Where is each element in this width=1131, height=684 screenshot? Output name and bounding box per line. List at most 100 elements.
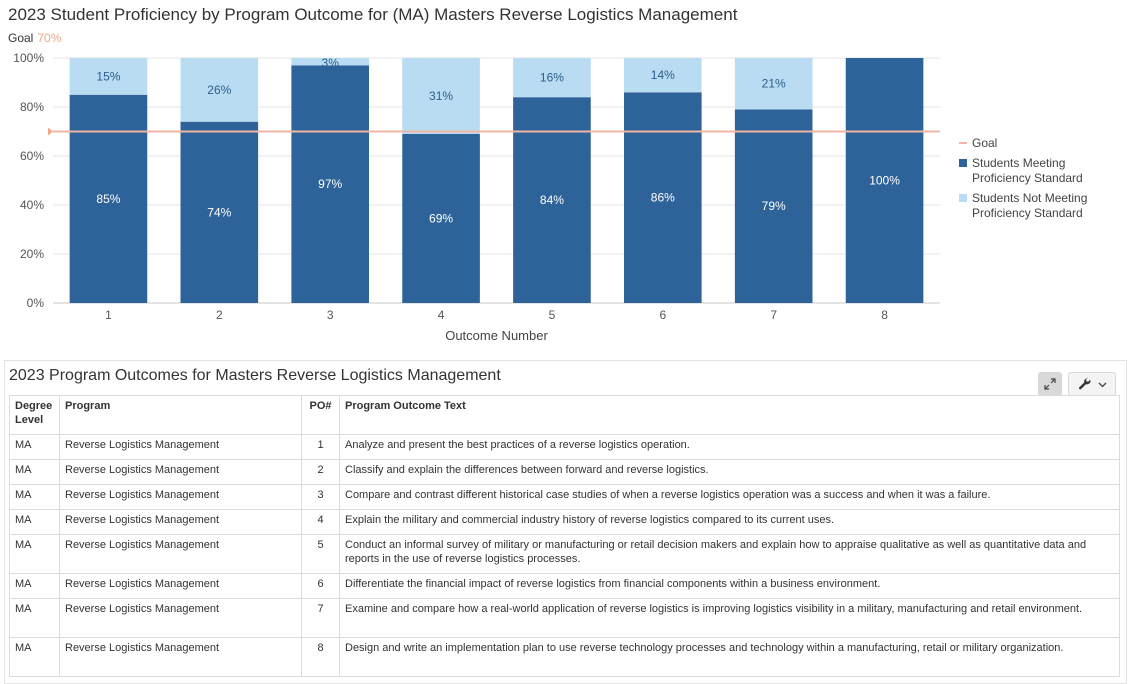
cell-program: Reverse Logistics Management [59,534,302,574]
x-axis-title: Outcome Number [445,328,548,343]
data-label-not-meeting: 16% [540,71,564,85]
data-label-not-meeting: 15% [96,69,120,83]
cell-degree-level: MA [9,509,60,535]
table-row: MA Reverse Logistics Management 5 Conduc… [9,534,1120,574]
data-label-meeting: 85% [96,192,120,206]
bar-meeting [734,109,813,303]
expand-icon [1044,378,1056,390]
wrench-icon [1078,377,1090,390]
program-outcomes-table: Degree Level Program PO# Program Outcome… [9,395,1120,677]
table-row: MA Reverse Logistics Management 8 Design… [9,637,1120,677]
x-tick-label: 5 [549,308,556,322]
stacked-bar-chart: 0% 20% 40% 60% 80% 100% 85% 15% 1 74% 26% 2 97% 3% 3 69… [13,51,1087,343]
legend-goal-label: Goal [972,136,997,150]
cell-degree-level: MA [9,459,60,485]
x-tick-label: 6 [659,308,666,322]
table-row: MA Reverse Logistics Management 6 Differ… [9,573,1120,599]
bar-meeting [402,133,480,303]
bar-not-meeting [402,58,480,134]
table-row: MA Reverse Logistics Management 3 Compar… [9,484,1120,510]
x-tick-label: 4 [438,308,445,322]
cell-program: Reverse Logistics Management [59,598,302,638]
data-label-not-meeting: 21% [762,77,786,91]
y-tick-label: 100% [13,51,44,65]
cell-degree-level: MA [9,637,60,677]
y-tick-label: 20% [20,247,44,261]
header-po-number: PO# [301,395,340,435]
table-row: MA Reverse Logistics Management 4 Explai… [9,509,1120,535]
cell-program: Reverse Logistics Management [59,637,302,677]
bar-not-meeting [180,58,259,122]
legend-not-meeting-label: Students Not Meeting Proficiency Standard [972,191,1087,220]
cell-outcome-text: Differentiate the financial impact of re… [339,573,1120,599]
data-label-meeting: 100% [869,174,900,188]
y-tick-label: 40% [20,198,44,212]
cell-outcome-text: Design and write an implementation plan … [339,637,1120,677]
cell-outcome-text: Classify and explain the differences bet… [339,459,1120,485]
data-label-not-meeting: 14% [651,68,675,82]
cell-program: Reverse Logistics Management [59,509,302,535]
settings-menu-button[interactable] [1068,372,1116,396]
cell-outcome-text: Examine and compare how a real-world app… [339,598,1120,638]
cell-program: Reverse Logistics Management [59,459,302,485]
panel-toolbar [1038,372,1116,396]
x-tick-label: 3 [327,308,334,322]
x-tick-label: 2 [216,308,223,322]
x-tick-label: 8 [881,308,888,322]
data-label-not-meeting: 3% [322,56,340,70]
header-degree-level: Degree Level [9,395,60,435]
goal-marker [48,127,53,136]
cell-po-number: 7 [301,598,340,638]
goal-value: 70% [37,31,62,45]
cell-outcome-text: Analyze and present the best practices o… [339,434,1120,460]
goal-label: Goal 70% [8,31,61,45]
data-label-meeting: 69% [429,211,453,225]
data-label-meeting: 84% [540,193,564,207]
chart-title: 2023 Student Proficiency by Program Outc… [8,5,738,24]
cell-program: Reverse Logistics Management [59,434,302,460]
data-label-not-meeting: 31% [429,89,453,103]
program-outcomes-panel: 2023 Program Outcomes for Masters Revers… [4,360,1127,684]
bar-meeting [180,121,259,303]
y-tick-label: 0% [27,296,45,310]
bar-meeting [69,94,148,303]
bar-meeting [624,92,702,303]
cell-outcome-text: Conduct an informal survey of military o… [339,534,1120,574]
data-label-meeting: 86% [651,191,675,205]
cell-degree-level: MA [9,534,60,574]
data-label-meeting: 79% [762,199,786,213]
cell-po-number: 2 [301,459,340,485]
cell-degree-level: MA [9,484,60,510]
cell-outcome-text: Compare and contrast different historica… [339,484,1120,510]
cell-degree-level: MA [9,598,60,638]
bar-not-meeting [624,58,702,93]
data-label-not-meeting: 26% [207,83,231,97]
legend-meeting-label: Students Meeting Proficiency Standard [972,156,1083,185]
cell-program: Reverse Logistics Management [59,573,302,599]
header-outcome-text: Program Outcome Text [339,395,1120,435]
x-tick-label: 1 [105,308,112,322]
bar-meeting [291,65,369,303]
bar-not-meeting [513,58,591,98]
cell-degree-level: MA [9,573,60,599]
table-header-row: Degree Level Program PO# Program Outcome… [9,395,1120,435]
cell-degree-level: MA [9,434,60,460]
cell-po-number: 6 [301,573,340,599]
data-label-meeting: 74% [207,205,231,219]
table-row: MA Reverse Logistics Management 2 Classi… [9,459,1120,485]
cell-po-number: 4 [301,509,340,535]
cell-po-number: 5 [301,534,340,574]
legend-meeting-swatch [959,159,967,167]
cell-program: Reverse Logistics Management [59,484,302,510]
bar-not-meeting [291,58,369,66]
table-row: MA Reverse Logistics Management 7 Examin… [9,598,1120,638]
bar-meeting [845,58,924,303]
expand-button[interactable] [1038,372,1062,396]
chevron-down-icon [1098,382,1106,387]
cell-outcome-text: Explain the military and commercial indu… [339,509,1120,535]
goal-label-text: Goal [8,31,34,45]
data-label-meeting: 97% [318,177,342,191]
panel-title: 2023 Program Outcomes for Masters Revers… [9,367,501,384]
cell-po-number: 3 [301,484,340,510]
y-tick-label: 60% [20,149,44,163]
